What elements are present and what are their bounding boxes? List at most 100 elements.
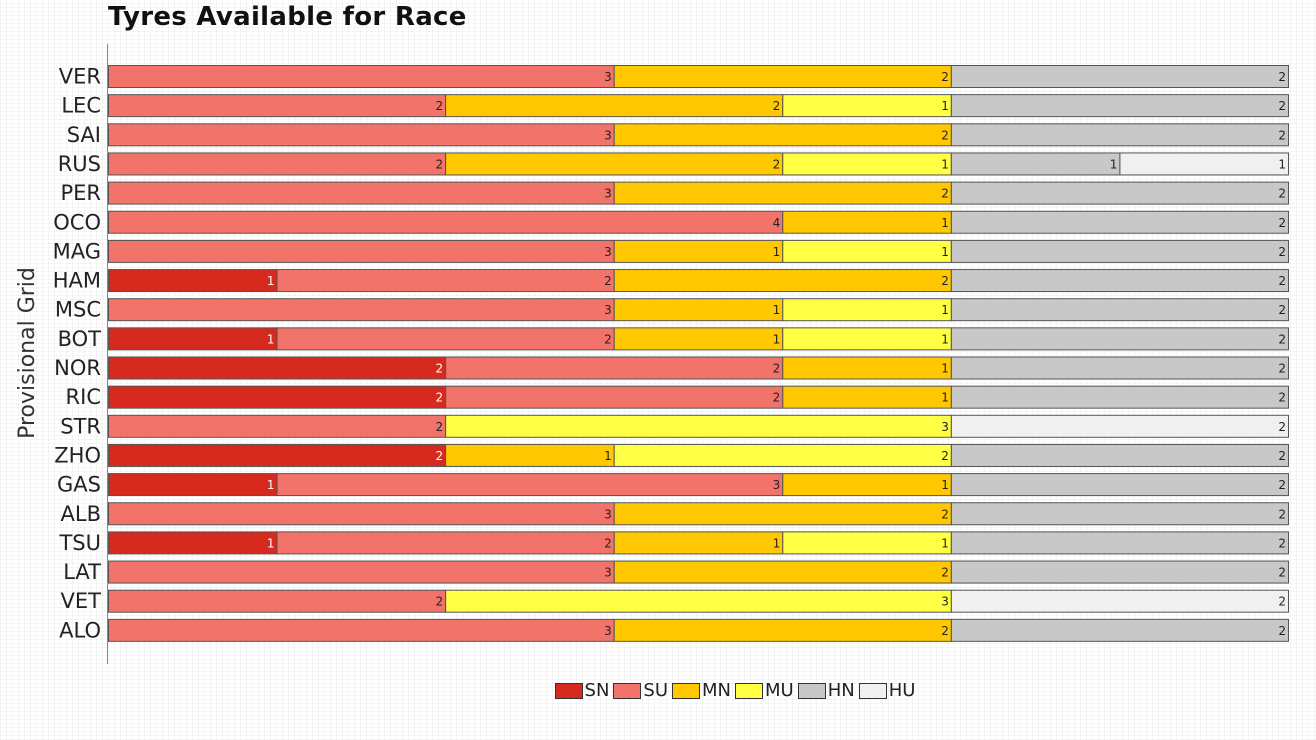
chart-area: Provisional Grid VER 3 2 2 LEC 2 2 1 2 SAI 3 2 2 RUS 2… [15, 44, 1290, 664]
bar-row-ver: VER 3 2 2 [59, 65, 1289, 89]
data-label: 1 [604, 449, 612, 463]
data-label: 2 [436, 99, 444, 113]
bar-segment-mn [445, 443, 615, 467]
bar-segment-su [445, 356, 784, 380]
bar-segment-su [108, 94, 447, 118]
data-label: 1 [941, 478, 949, 492]
bar-segment-hu [950, 589, 1289, 613]
bar-segment-su [108, 152, 447, 176]
bar-segment-mn [445, 94, 784, 118]
bar-segment-mn [782, 473, 952, 497]
bar-segment-hn [950, 94, 1289, 118]
data-label: 1 [1278, 157, 1286, 171]
bar-row-ric: RIC 2 2 1 2 [66, 385, 1289, 409]
legend-swatch [554, 682, 583, 699]
bar-row-oco: OCO 4 1 2 [53, 210, 1289, 234]
legend-label: HU [888, 680, 916, 701]
tick-label: STR [60, 414, 101, 438]
tick-label: TSU [58, 531, 101, 555]
bar-segment-mn [613, 123, 952, 147]
legend-label: MN [702, 680, 732, 701]
data-label: 3 [773, 478, 781, 492]
data-label: 1 [941, 332, 949, 346]
legend-item-sn: SN [554, 680, 610, 701]
data-label: 1 [267, 332, 275, 346]
bar-segment-hn [950, 298, 1289, 322]
y-axis-label: Provisional Grid [15, 267, 40, 439]
data-label: 2 [941, 187, 949, 201]
tick-label: MAG [53, 239, 101, 263]
tick-label: SAI [67, 123, 101, 147]
tick-label: ALO [59, 618, 101, 642]
bar-segment-mn [782, 356, 952, 380]
bar-segment-mn [613, 65, 952, 88]
data-label: 2 [1278, 391, 1286, 405]
bar-segment-hn [950, 385, 1289, 409]
bar-segment-sn [108, 531, 278, 555]
data-label: 3 [604, 566, 612, 580]
bar-segment-mu [782, 298, 952, 322]
data-label: 2 [941, 449, 949, 463]
bar-segment-sn [108, 269, 278, 293]
bar-segment-mn [445, 152, 784, 176]
data-label: 2 [1278, 187, 1286, 201]
data-label: 2 [604, 536, 612, 550]
bar-row-zho: ZHO 2 1 2 2 [54, 443, 1289, 467]
data-label: 1 [267, 536, 275, 550]
bar-segment-su [108, 414, 447, 438]
data-label: 1 [773, 332, 781, 346]
data-label: 3 [604, 245, 612, 259]
data-label: 1 [267, 274, 275, 288]
data-label: 2 [1278, 566, 1286, 580]
data-label: 2 [1278, 245, 1286, 259]
data-label: 2 [941, 624, 949, 638]
data-label: 2 [1278, 420, 1286, 434]
bar-row-per: PER 3 2 2 [60, 181, 1289, 205]
legend-swatch [672, 682, 701, 699]
data-label: 2 [1278, 507, 1286, 521]
bar-segment-mu [445, 589, 952, 613]
bar-segment-su [108, 65, 615, 88]
bar-row-nor: NOR 2 2 1 2 [54, 356, 1289, 380]
data-label: 2 [773, 157, 781, 171]
bar-segment-mu [782, 94, 952, 118]
data-label: 1 [1110, 157, 1118, 171]
data-label: 1 [773, 536, 781, 550]
bar-segment-su [108, 210, 784, 234]
bar-segment-hu [1119, 152, 1290, 176]
bar-segment-mn [613, 239, 784, 263]
tick-label: PER [60, 181, 101, 205]
bar-segment-su [108, 502, 615, 526]
data-label: 1 [941, 157, 949, 171]
data-label: 1 [941, 362, 949, 376]
data-label: 3 [604, 303, 612, 317]
tick-label: ALB [61, 502, 101, 526]
bar-segment-mn [613, 327, 784, 351]
tick-label: NOR [54, 356, 101, 380]
bar-segment-mu [782, 152, 952, 176]
data-label: 2 [1278, 70, 1286, 84]
data-label: 1 [941, 391, 949, 405]
bar-segment-mn [782, 210, 952, 234]
data-label: 2 [1278, 99, 1286, 113]
bar-segment-sn [108, 385, 447, 409]
bar-segment-mn [613, 502, 952, 526]
data-label: 1 [941, 216, 949, 230]
tick-label: BOT [58, 327, 102, 351]
bar-segment-su [276, 473, 784, 497]
bar-segment-mn [613, 618, 952, 642]
legend-label: SN [584, 680, 610, 701]
legend: SN SU MN MU HN HU [78, 680, 1316, 701]
bar-row-tsu: TSU 1 2 1 1 2 [58, 531, 1289, 555]
data-label: 2 [436, 420, 444, 434]
bar-segment-mn [613, 298, 784, 322]
data-label: 1 [267, 478, 275, 492]
legend-item-mn: MN [672, 680, 731, 701]
tick-label: OCO [53, 210, 101, 234]
bar-row-str: STR 2 3 2 [60, 414, 1289, 438]
data-label: 3 [604, 507, 612, 521]
data-label: 2 [773, 391, 781, 405]
data-label: 2 [1278, 216, 1286, 230]
bar-segment-hn [950, 502, 1289, 526]
